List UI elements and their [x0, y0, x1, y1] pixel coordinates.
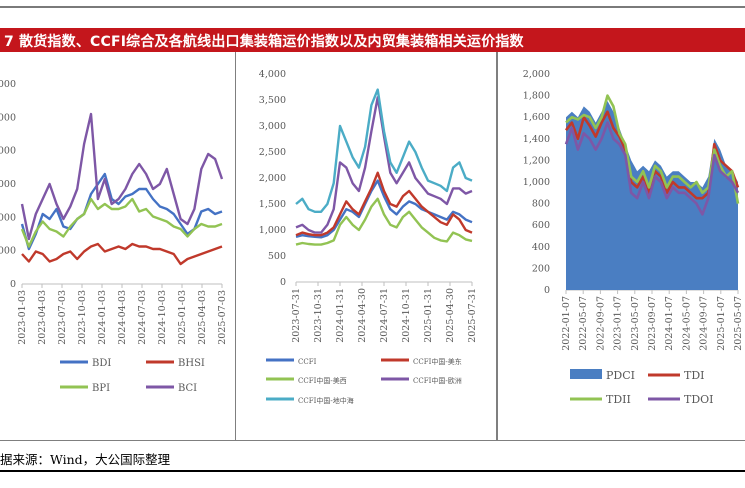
legend-label: TDI: [684, 369, 705, 382]
x-tick-label: 2025-04-30: [445, 288, 456, 343]
y-tick-label: 1,500: [259, 199, 286, 210]
legend-label: CCFI中国-美东: [413, 357, 462, 366]
y-tick-label: 400: [532, 242, 550, 253]
legend-swatch: [570, 369, 602, 379]
x-tick-label: 2024-04-30: [357, 288, 368, 343]
chart-ccfi: 0 500 1,000 1,500 2,000 2,500 3,000 3,500 4,000 2…: [259, 69, 478, 405]
y-tick-label: 000: [0, 179, 16, 190]
x-tick-label: 2025-01-07: [716, 296, 727, 351]
y-tick-label: 1,600: [523, 112, 550, 123]
x-tick-label: 2023-07-31: [291, 288, 302, 343]
x-tick-label: 2025-01-03: [177, 290, 188, 345]
legend-label: BCI: [178, 383, 197, 394]
x-tick-label: 2023-05-07: [630, 296, 641, 351]
series-line-1: [21, 242, 223, 266]
chart-domestic-container: 0 200 400 600 800 1,000 1,200 1,400 1,600 1,800 2,…: [523, 69, 744, 406]
title-bar: 7 散货指数、CCFI综合及各航线出口集装箱运价指数以及内贸集装箱相关运价指数: [0, 28, 745, 52]
y-tick-label: 2,000: [259, 173, 286, 184]
legend-label: PDCI: [606, 369, 635, 382]
x-tick-label: 2024-10-31: [401, 288, 412, 343]
y-tick-label: 800: [532, 199, 550, 210]
series-area-pdci: [566, 101, 738, 290]
series-line-3: [564, 121, 740, 216]
series-line-2: [295, 197, 473, 246]
bottom-rule: [0, 440, 745, 441]
y-tick-label: 000: [0, 146, 16, 157]
legend-label: CCFI中国-美西: [298, 376, 347, 385]
x-tick-label: 2023-10-31: [313, 288, 324, 343]
y-tick-label: 1,000: [523, 177, 550, 188]
x-tick-label: 2024-05-07: [681, 296, 692, 351]
x-tick-label: 2023-07-03: [57, 290, 68, 345]
y-tick-label: 1,200: [523, 155, 550, 166]
legend-label: BPI: [92, 383, 110, 394]
x-tick-label: 2024-07-03: [137, 290, 148, 345]
panel-ccfi: 0 500 1,000 1,500 2,000 2,500 3,000 3,500 4,000 2…: [235, 52, 497, 440]
series-line-2: [565, 94, 740, 204]
data-source: 据来源：Wind，大公国际整理: [0, 452, 171, 467]
x-tick-label: 2022-01-07: [561, 296, 572, 351]
legend-label: CCFI: [298, 358, 317, 366]
series-line-0: [20, 172, 223, 251]
x-tick-label: 2023-10-03: [77, 290, 88, 345]
y-tick-label: 600: [532, 220, 550, 231]
series-line-1: [295, 171, 473, 237]
y-tick-label: 4,000: [259, 69, 286, 80]
legend-label: CCFI中国-地中海: [298, 396, 354, 405]
x-tick-label: 2025-01-31: [423, 288, 434, 343]
y-tick-label: 2,000: [523, 69, 550, 80]
x-tick-label: 2025-04-03: [197, 290, 208, 345]
y-tick-label: 3,000: [259, 121, 286, 132]
y-tick-label: 3,500: [259, 95, 286, 106]
y-tick-label: 1,800: [523, 91, 550, 102]
top-rule: [0, 6, 745, 8]
x-tick-label: 2023-01-03: [17, 290, 28, 345]
y-tick-label: 500: [268, 251, 286, 262]
x-tick-label: 2024-01-03: [97, 290, 108, 345]
x-tick-label: 2023-04-03: [37, 290, 48, 345]
x-tick-label: 2024-04-03: [117, 290, 128, 345]
x-tick-label: 2023-01-07: [613, 296, 624, 351]
legend-label: BHSI: [178, 358, 205, 369]
y-tick-label: 000: [0, 79, 16, 90]
legend-label: TDII: [606, 393, 631, 406]
x-tick-label: 2024-01-07: [664, 296, 675, 351]
x-tick-label: 2025-07-03: [217, 290, 228, 345]
y-tick-label: 000: [0, 112, 16, 123]
panel-dry-bulk-indices: 0 000 000 000 000 000 000 2023-01-03 2023-04-03 2…: [0, 52, 234, 440]
y-tick-label: 0: [280, 277, 286, 288]
x-tick-label: 2024-09-07: [699, 296, 710, 351]
bottom-rule-thick: [0, 470, 745, 472]
legend-label: TDOI: [684, 393, 714, 406]
legend-label: BDI: [92, 358, 111, 369]
y-tick-label: 0: [544, 285, 550, 296]
x-tick-label: 2022-09-07: [595, 296, 606, 351]
x-tick-label: 2025-07-31: [467, 288, 478, 343]
y-tick-label: 000: [0, 212, 16, 223]
panel-domestic-container: 0 200 400 600 800 1,000 1,200 1,400 1,600 1,800 2,…: [497, 52, 745, 440]
y-tick-label: 1,400: [523, 134, 550, 145]
x-tick-label: 2024-07-31: [379, 288, 390, 343]
series-line-0: [295, 179, 473, 239]
x-tick-label: 2024-01-31: [335, 288, 346, 343]
x-tick-label: 2022-05-07: [578, 296, 589, 351]
y-tick-label: 0: [10, 279, 16, 290]
x-tick-label: 2024-10-03: [157, 290, 168, 345]
y-tick-label: 000: [0, 246, 16, 257]
series-line-3: [20, 112, 224, 241]
x-tick-label: 2025-05-07: [733, 296, 744, 351]
chart-title: 7 散货指数、CCFI综合及各航线出口集装箱运价指数以及内贸集装箱相关运价指数: [4, 34, 524, 50]
x-tick-label: 2023-09-07: [647, 296, 658, 351]
series-line-2: [20, 197, 223, 248]
series-line-4: [295, 88, 473, 214]
y-tick-label: 2,500: [259, 147, 286, 158]
y-tick-label: 1,000: [259, 225, 286, 236]
y-tick-label: 200: [532, 263, 550, 274]
legend-label: CCFI中国-欧洲: [413, 376, 462, 385]
